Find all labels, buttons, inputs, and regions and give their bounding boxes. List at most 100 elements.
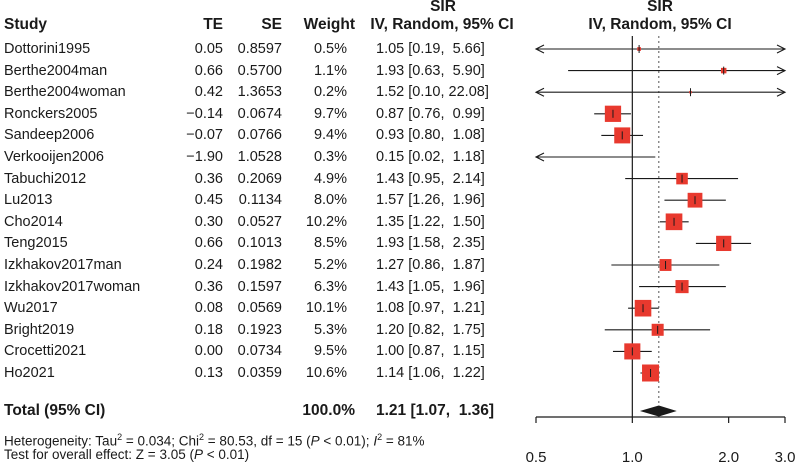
study-weight: 8.5%	[313, 235, 347, 252]
study-te: 0.13	[194, 365, 223, 381]
study-te: 0.18	[194, 321, 223, 338]
study-weight: 9.5%	[313, 343, 347, 360]
study-ci: 1.08 [0.97, 1.21]	[376, 300, 485, 317]
study-name: Berthe2004woman	[4, 84, 126, 101]
study-se: 0.0766	[237, 127, 282, 144]
study-se: 0.0569	[237, 300, 282, 317]
study-se: 0.1982	[237, 257, 282, 273]
study-ci: 1.05 [0.19, 5.66]	[376, 41, 485, 57]
study-name: Berthe2004man	[4, 62, 108, 79]
study-ci: 1.27 [0.86, 1.87]	[376, 257, 485, 273]
study-weight: 9.7%	[313, 105, 347, 122]
study-ci: 1.93 [0.63, 5.90]	[376, 62, 485, 79]
header-weight: Weight	[303, 16, 355, 33]
study-te: −0.14	[186, 105, 223, 122]
study-se: 0.0359	[237, 365, 282, 381]
study-te: 0.36	[194, 170, 223, 187]
study-name: Cho2014	[4, 213, 63, 230]
study-name: Tabuchi2012	[4, 170, 87, 187]
study-weight: 10.6%	[305, 365, 347, 381]
study-name: Wu2017	[4, 300, 58, 317]
study-se: 0.1134	[238, 192, 282, 209]
study-weight: 0.3%	[313, 149, 347, 165]
study-ci: 1.52 [0.10, 22.08]	[376, 84, 489, 101]
x-tick-label: 1.0	[622, 449, 643, 466]
header-te: TE	[203, 16, 223, 33]
study-name: Bright2019	[4, 321, 75, 338]
study-te: 0.00	[194, 343, 223, 360]
study-name: Crocetti2021	[4, 343, 87, 360]
header-sir-sub: IV, Random, 95% CI	[370, 16, 514, 33]
study-se: 0.1597	[237, 278, 282, 295]
study-se: 0.1923	[237, 321, 282, 338]
x-tick-label: 2.0	[718, 449, 739, 466]
study-name: Izkhakov2017woman	[4, 278, 141, 295]
header-se: SE	[261, 16, 282, 33]
study-ci: 0.87 [0.76, 0.99]	[376, 105, 485, 122]
study-ci: 1.20 [0.82, 1.75]	[376, 321, 485, 338]
total-weight: 100.0%	[302, 402, 355, 419]
study-te: 0.66	[194, 235, 223, 252]
study-weight: 4.9%	[313, 170, 347, 187]
study-ci: 1.57 [1.26, 1.96]	[376, 192, 485, 209]
study-ci: 1.43 [1.05, 1.96]	[376, 278, 485, 295]
study-te: 0.36	[194, 278, 223, 295]
study-ci: 0.93 [0.80, 1.08]	[376, 127, 485, 144]
study-weight: 8.0%	[313, 192, 347, 209]
study-te: 0.08	[194, 300, 223, 317]
study-te: 0.24	[194, 257, 223, 273]
ci-arrow-left	[534, 87, 545, 97]
study-name: Izkhakov2017man	[4, 257, 122, 273]
study-ci: 1.93 [1.58, 2.35]	[376, 235, 485, 252]
study-te: 0.66	[194, 62, 223, 79]
study-se: 0.2069	[237, 170, 282, 187]
ci-arrow-right	[776, 44, 787, 54]
study-name: Verkooijen2006	[4, 149, 104, 165]
x-tick-label: 3.0	[775, 449, 796, 466]
header-plot-sub: IV, Random, 95% CI	[588, 16, 732, 33]
total-ci: 1.21 [1.07, 1.36]	[376, 402, 495, 419]
study-te: −1.90	[186, 149, 223, 165]
study-ci: 1.00 [0.87, 1.15]	[376, 343, 485, 360]
study-te: 0.05	[194, 41, 223, 57]
study-name: Dottorini1995	[4, 41, 91, 57]
study-se: 0.0674	[237, 105, 282, 122]
study-te: 0.30	[194, 213, 223, 230]
study-ci: 1.14 [1.06, 1.22]	[376, 365, 485, 381]
study-weight: 0.2%	[313, 84, 347, 101]
study-se: 0.5700	[237, 62, 282, 79]
study-weight: 10.2%	[305, 213, 347, 230]
header-plot-top: SIR	[647, 0, 673, 15]
overall-effect-text: Test for overall effect: Z = 3.05 (P < 0…	[4, 447, 250, 462]
study-ci: 1.43 [0.95, 2.14]	[376, 170, 485, 187]
ci-arrow-right	[776, 87, 787, 97]
study-ci: 1.35 [1.22, 1.50]	[376, 213, 485, 230]
x-tick-label: 0.5	[526, 449, 547, 466]
study-weight: 0.5%	[313, 41, 347, 57]
study-name: Lu2013	[4, 192, 53, 209]
study-weight: 1.1%	[313, 62, 347, 79]
ci-arrow-left	[534, 152, 545, 162]
study-se: 0.8597	[237, 41, 282, 57]
study-weight: 10.1%	[305, 300, 347, 317]
pooled-diamond	[639, 405, 677, 417]
study-te: 0.45	[194, 192, 223, 209]
ci-arrow-left	[534, 44, 545, 54]
study-weight: 5.3%	[313, 321, 347, 338]
study-te: −0.07	[186, 127, 223, 144]
ci-arrow-right	[776, 66, 787, 76]
study-name: Sandeep2006	[4, 127, 95, 144]
study-se: 1.3653	[237, 84, 282, 101]
study-weight: 6.3%	[313, 278, 347, 295]
study-weight: 5.2%	[313, 257, 347, 273]
study-weight: 9.4%	[313, 127, 347, 144]
study-te: 0.42	[194, 84, 223, 101]
study-name: Ho2021	[4, 365, 55, 381]
study-se: 0.0527	[237, 213, 282, 230]
total-label: Total (95% CI)	[4, 402, 106, 419]
study-se: 1.0528	[237, 149, 282, 165]
header-study: Study	[4, 16, 48, 33]
header-sir-top: SIR	[430, 0, 456, 15]
study-se: 0.0734	[237, 343, 282, 360]
